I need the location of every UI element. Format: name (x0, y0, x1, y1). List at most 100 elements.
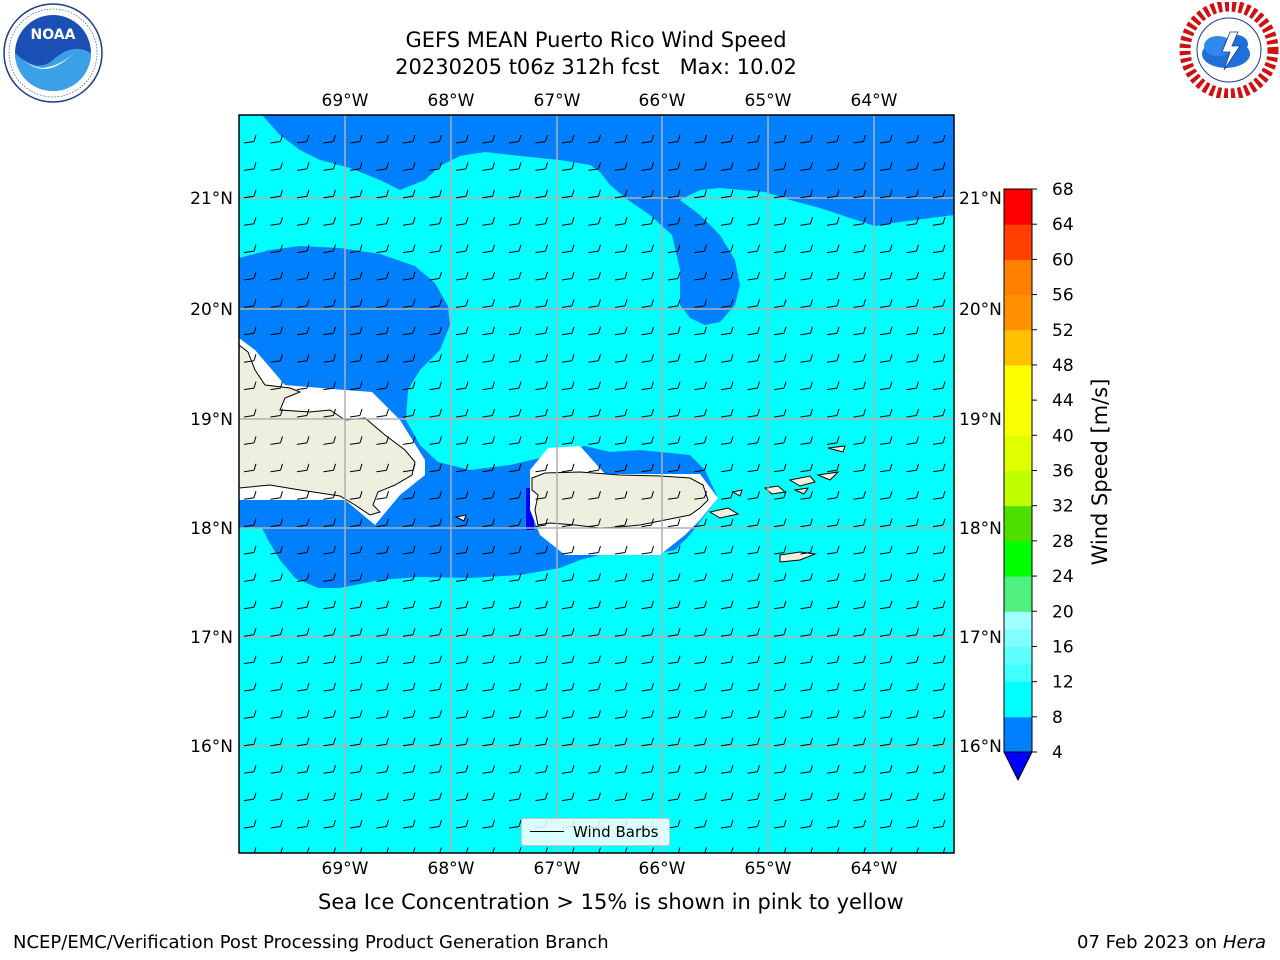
wind-barb (323, 682, 336, 692)
land-puerto-rico (531, 471, 709, 529)
wind-barb (694, 162, 707, 171)
wind-barb (429, 792, 442, 802)
wind-barb (243, 463, 257, 473)
wind-barb (296, 162, 310, 171)
wind-barb (694, 765, 707, 774)
wind-barb (932, 162, 946, 171)
wind-barb (720, 408, 734, 418)
wind-barb (694, 326, 707, 336)
wind-barb (429, 326, 442, 336)
wind-barb (349, 600, 363, 610)
wind-barb (826, 792, 840, 802)
wind-barb (561, 655, 575, 665)
wind-barb (906, 436, 919, 445)
wind-barb (826, 655, 840, 665)
wind-barb (932, 737, 946, 747)
wind-barb (243, 819, 257, 829)
wind-barb (932, 792, 946, 802)
wind-barb (747, 710, 760, 719)
wind-barb (455, 573, 469, 582)
wind-barb (455, 600, 469, 610)
wind-barb (429, 600, 442, 610)
wind-barb (853, 545, 866, 555)
wind-barb (376, 271, 389, 281)
wind-barb (402, 436, 416, 445)
wind-barb (906, 655, 919, 665)
wind-barb (853, 217, 866, 226)
wind-barb (270, 271, 283, 281)
wind-barb (402, 600, 416, 610)
wind-barb (879, 737, 893, 747)
wind-barb (694, 354, 707, 363)
wind-barb (455, 326, 469, 336)
wind-barb (853, 737, 866, 747)
wind-barb (455, 162, 469, 171)
wind-barb (535, 326, 548, 336)
wind-barb (614, 189, 628, 199)
wind-barb (773, 408, 787, 418)
wind-barb (906, 463, 919, 473)
wind-barb (694, 436, 707, 445)
wind-barb (243, 299, 257, 308)
wind-barb (826, 491, 840, 500)
wind-barb (455, 299, 469, 308)
wind-barb (641, 299, 654, 308)
wind-barb (323, 628, 336, 637)
wind-barb (455, 819, 469, 829)
wind-barb (667, 381, 681, 391)
wind-barb (879, 134, 893, 144)
wind-barb (376, 819, 389, 829)
colorbar-segment (1004, 505, 1032, 542)
wind-barb (296, 463, 310, 473)
wind-barb (349, 217, 363, 226)
noaa-logo-text: NOAA (31, 27, 76, 43)
wind-barb (323, 545, 336, 555)
wind-barb (588, 326, 601, 336)
lat-label-left: 20°N (190, 300, 233, 320)
wind-barb (561, 737, 575, 747)
wind-barb (879, 189, 893, 199)
wind-barb (323, 765, 336, 774)
wind-barb (853, 819, 866, 829)
colorbar-tick-label: 16 (1052, 637, 1074, 657)
wind-barb (482, 765, 495, 774)
wind-barb (561, 600, 575, 610)
wind-barb (773, 217, 787, 226)
wind-barb (270, 737, 283, 747)
wind-barb (561, 354, 575, 363)
wind-barb (932, 491, 946, 500)
wind-barb (667, 408, 681, 418)
wind-barb (932, 134, 946, 144)
wind-barb (535, 299, 548, 308)
wind-barb (906, 545, 919, 555)
wind-barb (588, 354, 601, 363)
wind-barb (455, 545, 469, 555)
wind-barb (773, 765, 787, 774)
wind-barb (323, 381, 336, 391)
wind-barb (906, 381, 919, 391)
wind-barb (482, 408, 495, 418)
wind-barb (667, 162, 681, 171)
wind-barb (826, 162, 840, 171)
wind-barb (243, 600, 257, 610)
wind-barb (376, 217, 389, 226)
wind-barb (800, 792, 813, 802)
wind-barb (535, 381, 548, 391)
wind-barb (667, 189, 681, 199)
wind-barb (747, 162, 760, 171)
wind-barb (747, 545, 760, 555)
wind-barb (402, 271, 416, 281)
wind-barb (932, 326, 946, 336)
wind-barb (747, 737, 760, 747)
wind-barb (826, 271, 840, 281)
wind-barb (853, 491, 866, 500)
wind-barb (826, 134, 840, 144)
lon-label-top: 69°W (322, 91, 369, 111)
wind-barb (641, 710, 654, 719)
wind-barb (508, 436, 522, 445)
wind-barb (270, 162, 283, 171)
wind-barb (826, 737, 840, 747)
wind-barb (906, 162, 919, 171)
wind-barb (482, 737, 495, 747)
wind-barb (482, 299, 495, 308)
